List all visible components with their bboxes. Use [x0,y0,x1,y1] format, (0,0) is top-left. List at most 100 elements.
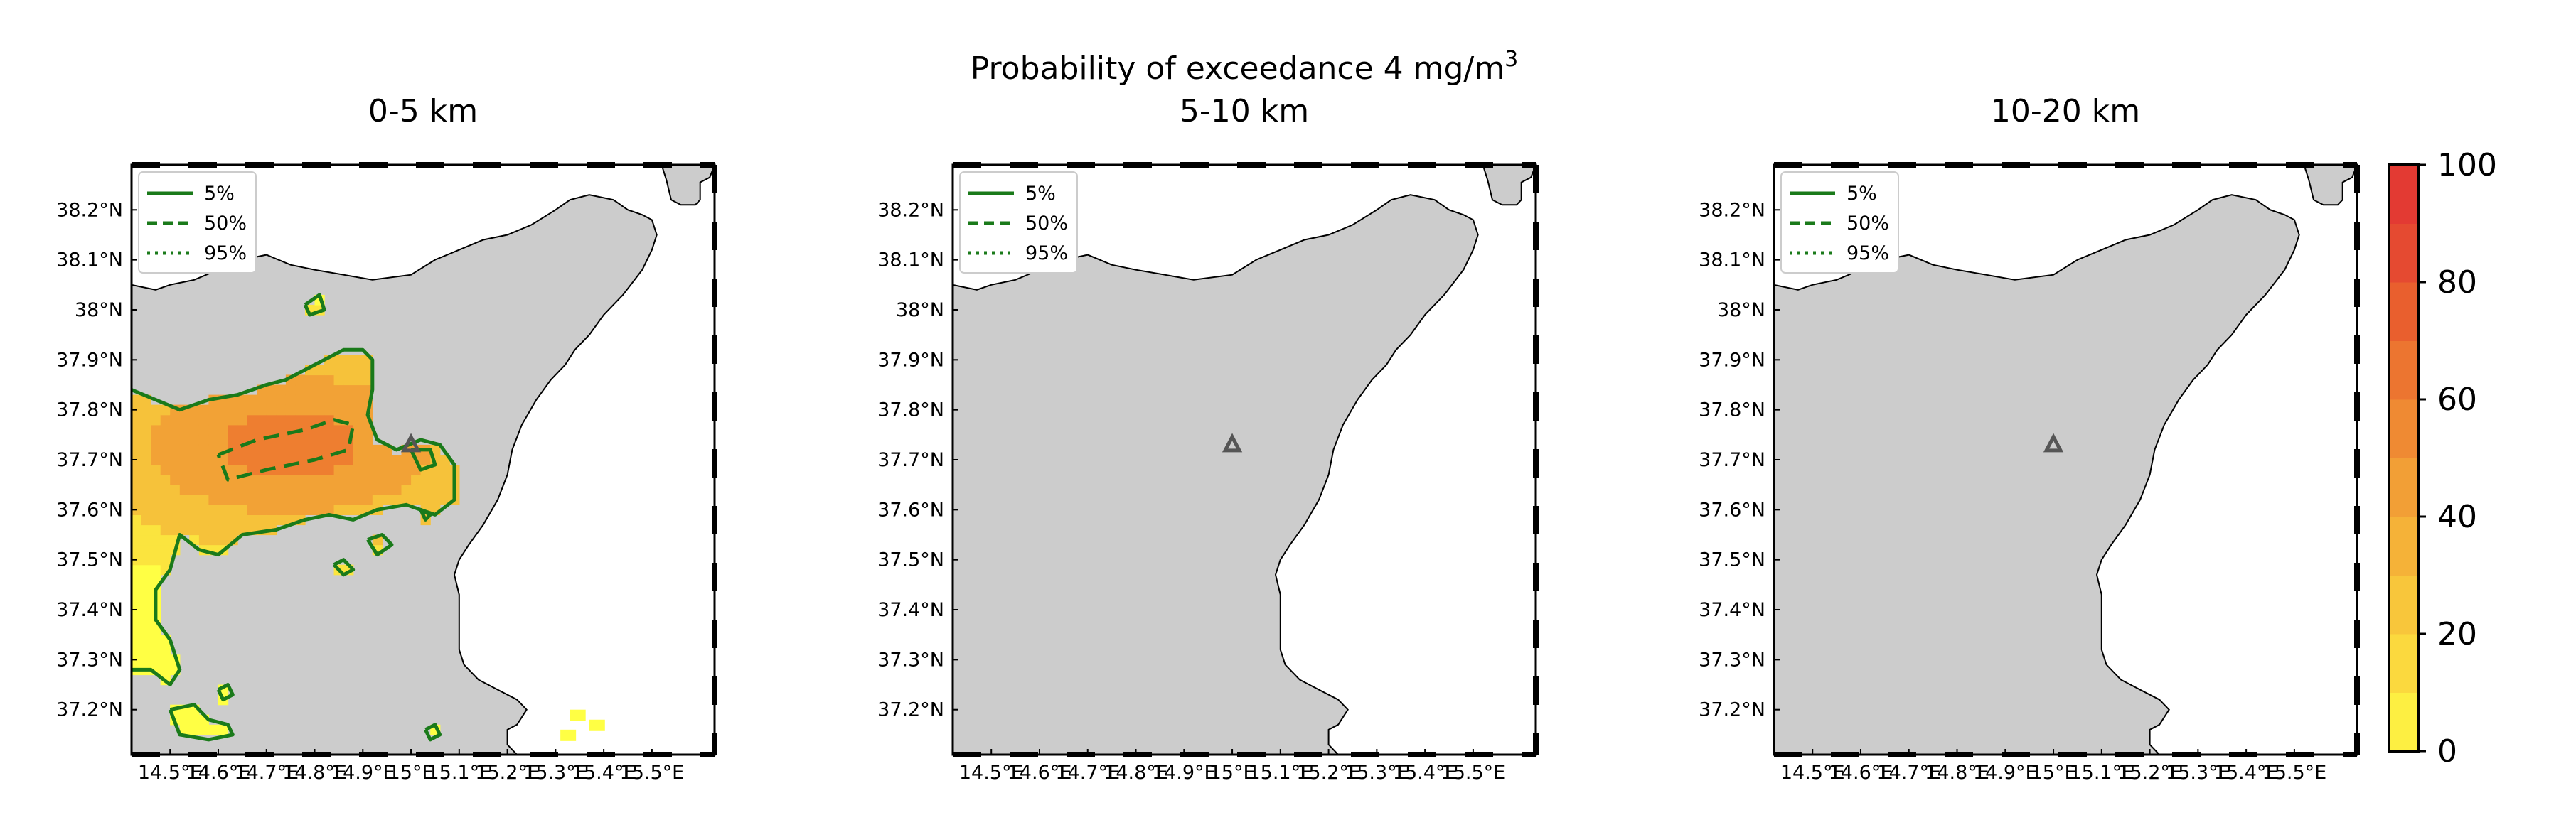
frame-tick [245,752,274,757]
contour-5pct [332,558,356,577]
probability-cell [151,434,161,446]
probability-cell [276,465,287,475]
probability-cell [411,495,422,505]
probability-cell [247,424,257,436]
probability-cell [237,394,248,406]
probability-cell [189,714,200,726]
probability-cell [151,414,161,426]
probability-cell [353,355,363,365]
probability-cell [560,729,577,741]
probability-cell [132,414,142,426]
probability-cell [141,635,151,645]
legend: 5% 50% 95% [1780,171,1899,274]
frame-tick [2115,162,2144,168]
probability-cell [266,514,277,526]
y-tick-label: 37.6°N [56,499,123,521]
probability-cell [132,465,142,475]
colorbar-outline [2388,163,2420,753]
probability-cell [208,424,219,436]
contour-5pct [132,347,456,686]
contour-5pct [303,293,326,317]
probability-cell [353,444,363,455]
figure-suptitle: Probability of exceedance 4 mg/m3 [971,47,1518,87]
probability-cell [353,365,363,376]
probability-cell [170,434,181,446]
probability-cell [324,434,335,446]
probability-cell [392,485,402,495]
probability-cell [257,414,267,426]
probability-cell [151,564,161,576]
frame-tick [1180,162,1209,168]
y-tick-label: 37.3°N [56,649,123,671]
probability-cell [257,444,267,455]
map-panel: 0-5 km 38.2°N 38.1°N 38°N 37.9°N 37.8°N 37.7°N… [56,93,717,784]
frame-tick [2058,752,2087,757]
frame-tick [473,752,501,757]
frame-tick [1533,563,1539,591]
probability-cell [208,505,219,515]
y-tick-label: 37.2°N [56,699,123,721]
x-tick-label: 14.7°E [1055,762,1120,784]
land-mass-ne [1482,165,1536,206]
frame-tick [700,752,715,757]
probability-cell [170,495,181,505]
probability-cell [189,514,200,526]
panel-title: 10-20 km [1991,93,2140,129]
probability-cell [343,394,354,406]
probability-cell [382,495,392,505]
legend-label: 5% [1025,183,1056,205]
colorbar-segment [2389,575,2419,635]
probability-cell [179,424,190,436]
frame-tick [2354,449,2360,478]
probability-cell [324,374,335,386]
probability-cell [208,404,219,416]
frame-tick [953,752,981,757]
probability-cell [295,384,306,396]
frame-tick [1465,162,1493,168]
frame-tick [1945,752,1973,757]
probability-cell [132,475,142,485]
probability-cell [372,455,383,465]
probability-cell [237,404,248,416]
frame-tick [700,162,715,168]
probability-cell [382,485,392,495]
probability-cell [189,485,200,495]
probability-cell [141,554,151,566]
probability-cell [305,404,316,416]
y-tick-label: 38°N [75,299,123,321]
probability-cell [237,495,248,505]
x-tick-label: 15°E [388,762,434,784]
frame-tick [188,752,217,757]
probability-cell [218,434,229,446]
frame-tick [2354,279,2360,307]
probability-cell [189,455,200,465]
probability-cell [141,414,151,426]
probability-cell [257,514,267,526]
probability-cell [141,615,151,625]
probability-cell [247,485,257,495]
probability-cell [266,404,277,416]
probability-cell [141,654,151,665]
probability-cell [266,384,277,396]
x-tick-label: 14.9°E [331,762,395,784]
probability-cell [305,414,316,426]
probability-cell [363,495,373,505]
probability-cell [151,544,161,556]
probability-cell [151,475,161,485]
frame-tick [2354,506,2360,534]
probability-cell [189,475,200,485]
probability-cell [170,414,181,426]
frame-tick [2229,162,2257,168]
vent-triangle-icon [2043,433,2064,453]
probability-cell [439,485,450,495]
x-tick-label: 15.3°E [1345,762,1409,784]
probability-cell [141,645,151,655]
map-frame [1773,162,2360,757]
frame-tick [1294,162,1322,168]
legend-box [1780,171,1899,274]
x-tick-label: 15°E [2031,762,2077,784]
probability-cell [343,365,354,376]
probability-cell [228,424,238,436]
probability-cell [208,724,219,735]
probability-cell [132,645,142,655]
